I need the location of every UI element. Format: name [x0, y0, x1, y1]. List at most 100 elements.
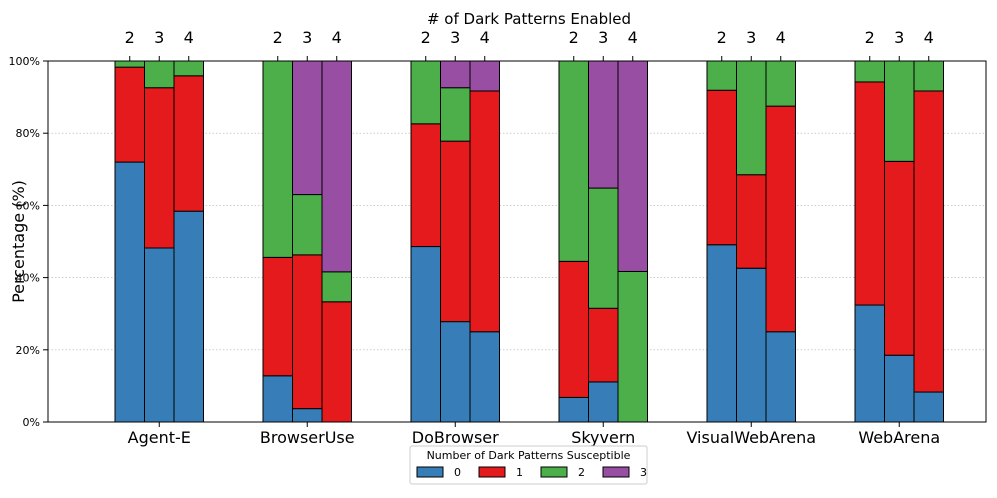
- y-tick-label: 0%: [23, 416, 40, 429]
- top-tick-label: 4: [480, 28, 490, 47]
- y-tick-label: 60%: [16, 199, 40, 212]
- bar-segment-visualwebarena-2-1: [706, 89, 737, 246]
- x-tick-label-webarena: WebArena: [858, 428, 940, 447]
- bar-segment-skyvern-4-2: [617, 270, 648, 423]
- bar-segment-dobrowser-3-2: [440, 87, 471, 142]
- bar-segment-webarena-2-2: [854, 60, 885, 83]
- x-tick-label-skyvern: Skyvern: [571, 428, 635, 447]
- bar-segment-browseruse-2-1: [262, 256, 293, 377]
- bar-segment-skyvern-2-0: [558, 396, 589, 423]
- y-tick-label: 100%: [9, 55, 40, 68]
- bar-segment-visualwebarena-4-1: [765, 105, 796, 333]
- top-tick-label: 2: [273, 28, 283, 47]
- x-tick-label-dobrowser: DoBrowser: [412, 428, 499, 447]
- legend-label-3: 3: [640, 466, 647, 479]
- legend-label-1: 1: [516, 466, 523, 479]
- bar-segment-visualwebarena-4-2: [765, 60, 796, 107]
- bar-segment-dobrowser-3-3: [440, 60, 471, 89]
- y-tick-label: 80%: [16, 127, 40, 140]
- top-tick-label: 4: [924, 28, 934, 47]
- top-tick-label: 3: [154, 28, 164, 47]
- bar-segment-browseruse-4-2: [321, 271, 352, 303]
- bar-segment-browseruse-4-3: [321, 60, 352, 273]
- bar-segment-skyvern-2-1: [558, 260, 589, 398]
- top-tick-label: 2: [717, 28, 727, 47]
- bars: [114, 60, 944, 423]
- bar-segment-agent-e-2-1: [114, 66, 145, 163]
- bar-segment-skyvern-3-3: [588, 60, 619, 189]
- y-tick-label: 40%: [16, 272, 40, 285]
- bar-segment-agent-e-4-2: [173, 60, 204, 77]
- bar-segment-webarena-4-1: [913, 90, 944, 393]
- bar-segment-skyvern-2-2: [558, 60, 589, 262]
- plot-frame: [47, 60, 987, 423]
- top-tick-label: 3: [598, 28, 608, 47]
- bar-segment-webarena-3-2: [884, 60, 915, 162]
- bar-segment-browseruse-2-2: [262, 60, 293, 258]
- bar-segment-browseruse-3-1: [292, 254, 323, 410]
- bar-segment-skyvern-3-0: [588, 381, 619, 423]
- bar-segment-dobrowser-4-1: [469, 90, 500, 333]
- bar-segment-visualwebarena-3-1: [736, 174, 767, 269]
- bar-segment-webarena-3-0: [884, 354, 915, 423]
- top-axis-title: # of Dark Patterns Enabled: [427, 10, 631, 28]
- bar-segment-agent-e-2-0: [114, 161, 145, 423]
- legend-swatch-1: [478, 466, 506, 478]
- legend-swatch-0: [416, 466, 444, 478]
- bar-segment-visualwebarena-2-2: [706, 60, 737, 91]
- bar-segment-dobrowser-3-1: [440, 140, 471, 323]
- top-tick-label: 2: [125, 28, 135, 47]
- bar-segment-visualwebarena-3-2: [736, 60, 767, 176]
- top-tick-label: 2: [569, 28, 579, 47]
- legend-swatch-2: [540, 466, 568, 478]
- top-tick-label: 2: [865, 28, 875, 47]
- bar-segment-agent-e-4-0: [173, 210, 204, 423]
- bar-segment-webarena-2-0: [854, 304, 885, 423]
- top-tick-label: 3: [746, 28, 756, 47]
- legend[interactable]: Number of Dark Patterns Susceptible 0 1 2 3: [409, 445, 648, 485]
- bar-segment-skyvern-4-3: [617, 60, 648, 272]
- bar-segment-dobrowser-2-0: [410, 246, 441, 423]
- bar-segment-dobrowser-4-3: [469, 60, 500, 92]
- bar-segment-dobrowser-2-1: [410, 123, 441, 248]
- bar-segment-agent-e-3-1: [144, 87, 175, 249]
- legend-label-0: 0: [454, 466, 461, 479]
- bar-segment-skyvern-3-2: [588, 187, 619, 309]
- top-tick-label: 3: [450, 28, 460, 47]
- top-tick-label: 4: [776, 28, 786, 47]
- bar-segment-visualwebarena-4-0: [765, 331, 796, 423]
- bar-segment-webarena-2-1: [854, 81, 885, 306]
- legend-label-2: 2: [578, 466, 585, 479]
- bar-segment-dobrowser-4-0: [469, 331, 500, 423]
- bar-segment-visualwebarena-3-0: [736, 267, 767, 423]
- bar-segment-dobrowser-2-2: [410, 60, 441, 125]
- top-tick-label: 3: [302, 28, 312, 47]
- bar-segment-webarena-4-2: [913, 60, 944, 92]
- bar-segment-agent-e-3-0: [144, 247, 175, 423]
- bar-segment-visualwebarena-2-0: [706, 244, 737, 423]
- bar-segment-browseruse-3-2: [292, 194, 323, 256]
- top-tick-label: 4: [184, 28, 194, 47]
- bar-segment-browseruse-3-3: [292, 60, 323, 196]
- x-tick-label-agent-e: Agent-E: [128, 428, 191, 447]
- bar-segment-browseruse-2-0: [262, 375, 293, 423]
- bar-segment-browseruse-3-0: [292, 408, 323, 423]
- legend-swatch-3: [602, 466, 630, 478]
- bar-segment-dobrowser-3-0: [440, 321, 471, 423]
- legend-title: Number of Dark Patterns Susceptible: [427, 449, 631, 462]
- legend-entries: 0 1 2 3: [416, 466, 647, 479]
- bar-segment-skyvern-3-1: [588, 307, 619, 383]
- bar-segment-agent-e-2-2: [114, 60, 145, 68]
- legend-box: [409, 445, 648, 485]
- top-tick-label: 4: [628, 28, 638, 47]
- bar-segment-agent-e-4-1: [173, 75, 204, 212]
- x-tick-label-visualwebarena: VisualWebArena: [686, 428, 816, 447]
- bar-segment-agent-e-3-2: [144, 60, 175, 89]
- top-tick-label: 3: [894, 28, 904, 47]
- top-tick-label: 2: [421, 28, 431, 47]
- bar-segment-webarena-4-0: [913, 391, 944, 423]
- top-tick-label: 4: [332, 28, 342, 47]
- bar-segment-browseruse-4-1: [321, 301, 352, 423]
